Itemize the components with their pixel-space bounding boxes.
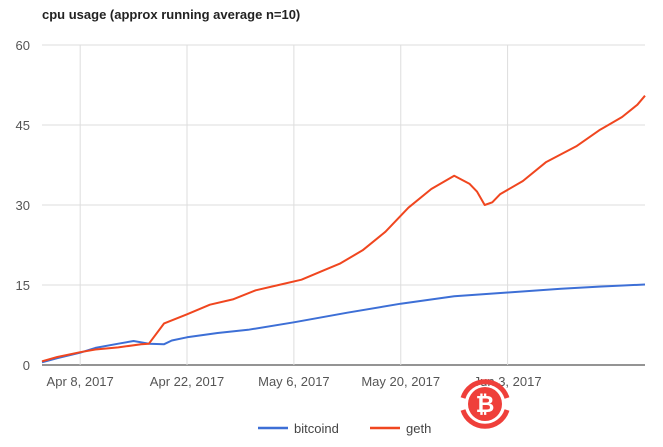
svg-text:₿: ₿ [476, 391, 495, 417]
x-axis-ticks: Apr 8, 2017 Apr 22, 2017 May 6, 2017 May 20… [47, 374, 542, 389]
gridlines [42, 44, 645, 366]
bitcoin-logo-icon: ₿ [460, 379, 510, 429]
y-tick-label: 0 [23, 358, 30, 373]
series-lines [41, 95, 646, 364]
chart-title: cpu usage (approx running average n=10) [42, 7, 300, 22]
y-tick-label: 45 [16, 118, 30, 133]
x-tick-label: Apr 8, 2017 [47, 374, 114, 389]
series-line-bitcoind [41, 283, 646, 364]
x-tick-label: May 6, 2017 [258, 374, 330, 389]
legend: bitcoind geth [258, 421, 431, 436]
legend-label-geth: geth [406, 421, 431, 436]
y-tick-label: 15 [16, 278, 30, 293]
legend-label-bitcoind: bitcoind [294, 421, 339, 436]
y-axis-ticks: 0 15 30 45 60 [16, 38, 30, 373]
x-tick-label: May 20, 2017 [361, 374, 440, 389]
x-tick-label: Apr 22, 2017 [150, 374, 224, 389]
y-tick-label: 30 [16, 198, 30, 213]
series-line-geth [41, 95, 646, 363]
x-tick-label: Jun 3, 2017 [474, 374, 542, 389]
y-tick-label: 60 [16, 38, 30, 53]
